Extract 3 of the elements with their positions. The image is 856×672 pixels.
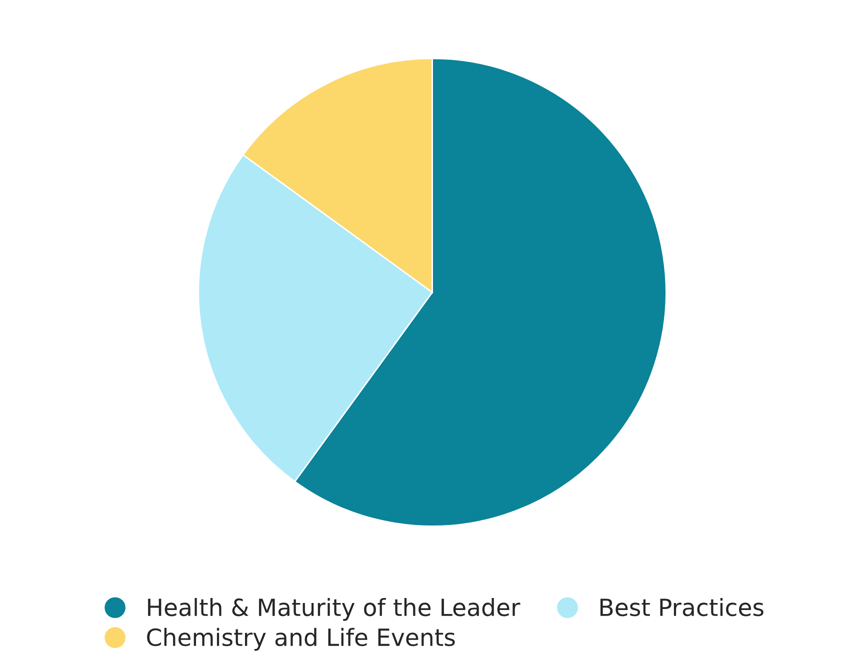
legend-label: Chemistry and Life Events: [147, 628, 455, 651]
legend-label: Best Practices: [600, 598, 764, 616]
legend-label: Health & Maturity of the Leader: [148, 598, 520, 621]
